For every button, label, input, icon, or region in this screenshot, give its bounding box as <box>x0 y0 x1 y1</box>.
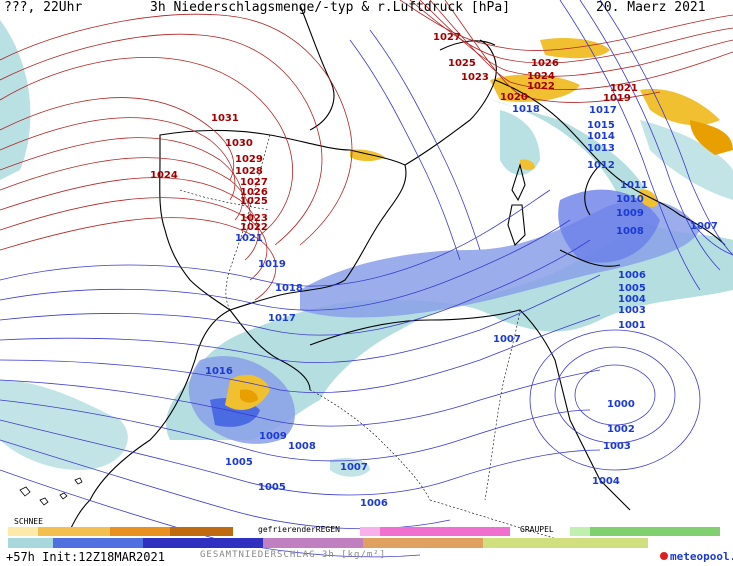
isobar-label: 1012 <box>587 160 615 171</box>
isobar-label: 1006 <box>618 270 646 281</box>
isobar-label: 1027 <box>433 32 461 43</box>
isobar-label: 1007 <box>493 334 521 345</box>
isobars-high <box>0 0 733 301</box>
isobar-label: 1024 <box>527 71 555 82</box>
isobar-label: 1025 <box>240 196 268 207</box>
isobar-label: 1019 <box>258 259 286 270</box>
brand-name: meteopool.org <box>670 550 733 563</box>
isobar-label: 1019 <box>603 93 631 104</box>
isobar-label: 1007 <box>690 221 718 232</box>
isobar-label: 1018 <box>275 283 303 294</box>
isobar-label: 1017 <box>589 105 617 116</box>
isobar-label: 1008 <box>288 441 316 452</box>
isobar-label: 1011 <box>620 180 648 191</box>
isobar-label: 1018 <box>512 104 540 115</box>
islands <box>19 477 83 506</box>
isobar-label: 1013 <box>587 143 615 154</box>
isobar-label: 1023 <box>461 72 489 83</box>
brand-logo: meteopool.org <box>660 550 733 563</box>
legend-freezing-label: gefrierenderREGEN <box>258 525 340 534</box>
isobar-label: 1016 <box>205 366 233 377</box>
isobar-label: 1001 <box>618 320 646 331</box>
isobar-label: 1021 <box>610 83 638 94</box>
isobar-label: 1008 <box>616 226 644 237</box>
isobar-label: 1017 <box>268 313 296 324</box>
isobar-label: 1003 <box>603 441 631 452</box>
isobar-label: 1023 <box>240 213 268 224</box>
legend-snow-label: SCHNEE <box>14 517 43 526</box>
header-left: ???, 22Uhr <box>4 0 83 15</box>
isobar-label: 1025 <box>448 58 476 69</box>
isobar-label: 1024 <box>150 170 178 181</box>
isobar-label: 1030 <box>225 138 253 149</box>
map-title: 3h Niederschlagsmenge/-typ & r.Luftdruck… <box>150 0 511 15</box>
isobar-label: 1009 <box>259 431 287 442</box>
isobar-label: 1028 <box>235 166 263 177</box>
isobar-label: 1005 <box>258 482 286 493</box>
isobar-label: 1014 <box>587 131 615 142</box>
isobar-label: 1007 <box>340 462 368 473</box>
isobar-label: 1026 <box>531 58 559 69</box>
isobar-label: 1027 <box>240 177 268 188</box>
isobar-label: 1010 <box>616 194 644 205</box>
isobar-label: 1029 <box>235 154 263 165</box>
header-date: 20. Maerz 2021 <box>596 0 706 15</box>
isobar-label: 1005 <box>225 457 253 468</box>
isobar-label: 1002 <box>607 424 635 435</box>
isobar-label: 1031 <box>211 113 239 124</box>
brand-dot-icon <box>660 552 668 560</box>
isobar-label: 1022 <box>527 81 555 92</box>
total-precip-label: GESAMTNIEDERSCHLAG 3h [kg/m²] <box>200 550 387 560</box>
isobar-label: 1004 <box>592 476 620 487</box>
isobar-label: 1026 <box>240 187 268 198</box>
isobar-labels-low: 1018 1015 1014 1013 1012 1011 1010 1009 … <box>205 104 718 509</box>
isobar-labels-high: 1027 1025 1026 1024 1023 1022 1031 1030 … <box>150 32 638 233</box>
model-run: +57h Init:12Z18MAR2021 <box>6 550 165 564</box>
legend-graupel-label: GRAUPEL <box>520 525 554 534</box>
isobar-label: 1000 <box>607 399 635 410</box>
isobar-label: 1022 <box>240 222 268 233</box>
isobar-label: 1021 <box>235 233 263 244</box>
isobar-label: 1020 <box>500 92 528 103</box>
isobar-label: 1003 <box>618 305 646 316</box>
legend <box>8 527 720 548</box>
isobar-label: 1009 <box>616 208 644 219</box>
isobar-label: 1006 <box>360 498 388 509</box>
isobar-label: 1005 <box>618 283 646 294</box>
isobar-label: 1004 <box>618 294 646 305</box>
isobar-label: 1015 <box>587 120 615 131</box>
